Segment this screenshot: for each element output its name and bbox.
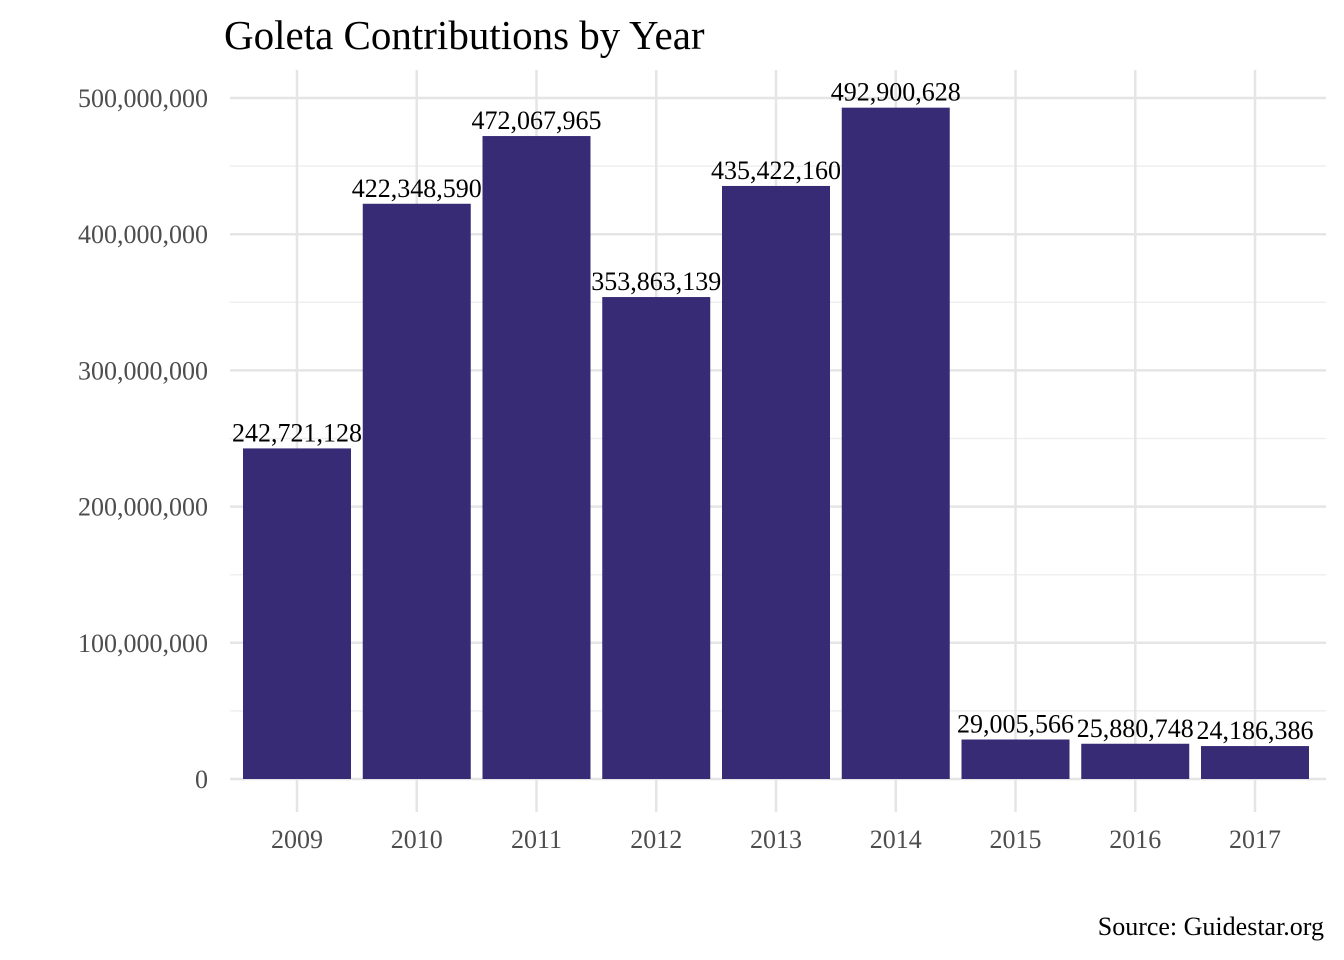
y-axis-ticks: 0 100,000,000 200,000,000 300,000,000 400,00… <box>78 84 208 794</box>
x-tick-label: 2009 <box>271 825 323 854</box>
bar-2015 <box>961 739 1070 779</box>
data-label-2012: 353,863,139 <box>591 267 721 296</box>
data-label-2010: 422,348,590 <box>352 174 482 203</box>
bar-2013 <box>722 185 830 779</box>
x-tick-label: 2015 <box>990 825 1042 854</box>
bar-2014 <box>841 107 950 780</box>
x-tick-label: 2016 <box>1109 825 1161 854</box>
bar-2017 <box>1201 746 1309 779</box>
bar-2012 <box>602 297 711 779</box>
y-tick-label: 100,000,000 <box>78 629 208 658</box>
bar-2009 <box>243 448 351 779</box>
x-tick-label: 2010 <box>391 825 443 854</box>
data-label-2016: 25,880,748 <box>1077 714 1194 743</box>
y-tick-label: 200,000,000 <box>78 493 208 522</box>
bar-2010 <box>362 203 471 779</box>
y-tick-label: 0 <box>195 765 208 794</box>
data-label-2014: 492,900,628 <box>831 78 961 107</box>
y-tick-label: 300,000,000 <box>78 356 208 385</box>
bar-2016 <box>1081 743 1190 779</box>
data-label-2017: 24,186,386 <box>1197 716 1314 745</box>
bar-2011 <box>482 136 591 779</box>
data-label-2009: 242,721,128 <box>232 418 362 447</box>
y-tick-label: 500,000,000 <box>78 84 208 113</box>
x-axis-ticks: 2009 2010 2011 2012 2013 2014 2015 2016 2017 <box>271 825 1281 854</box>
data-label-2013: 435,422,160 <box>711 156 841 185</box>
y-tick-label: 400,000,000 <box>78 220 208 249</box>
x-tick-label: 2012 <box>630 825 682 854</box>
data-label-2011: 472,067,965 <box>472 106 602 135</box>
chart-title: Goleta Contributions by Year <box>224 12 705 58</box>
data-labels: 242,721,128 422,348,590 472,067,965 353,863… <box>232 78 1314 745</box>
data-label-2015: 29,005,566 <box>957 709 1074 738</box>
x-tick-label: 2011 <box>511 825 562 854</box>
bars <box>243 107 1309 780</box>
x-tick-label: 2014 <box>870 825 922 854</box>
chart-caption: Source: Guidestar.org <box>1098 912 1324 941</box>
x-tick-label: 2017 <box>1229 825 1281 854</box>
x-tick-label: 2013 <box>750 825 802 854</box>
